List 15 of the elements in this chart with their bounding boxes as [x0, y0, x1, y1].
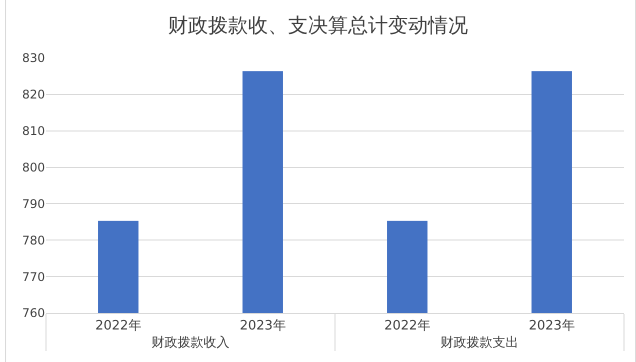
y-tick-label: 820: [22, 88, 45, 102]
y-tick-label: 800: [22, 160, 45, 174]
text: 财政拨款收入: [152, 336, 230, 351]
y-tick-label: 760: [22, 306, 45, 320]
x-tick-label: 2022年: [95, 318, 142, 334]
y-tick-label: 810: [22, 124, 45, 138]
y-tick-label: 830: [22, 51, 45, 66]
x-tick-label: 2023年: [240, 318, 286, 334]
chart-title: 财政拨款收、支决算总计变动情况: [168, 13, 468, 38]
y-tick-label: 780: [22, 233, 45, 248]
text: 财政拨款支出: [440, 336, 518, 351]
x-tick-label: 2022年: [384, 318, 430, 334]
y-tick-label: 770: [22, 270, 45, 284]
y-tick-label: 790: [22, 196, 45, 211]
x-tick-label: 2023年: [528, 318, 575, 334]
